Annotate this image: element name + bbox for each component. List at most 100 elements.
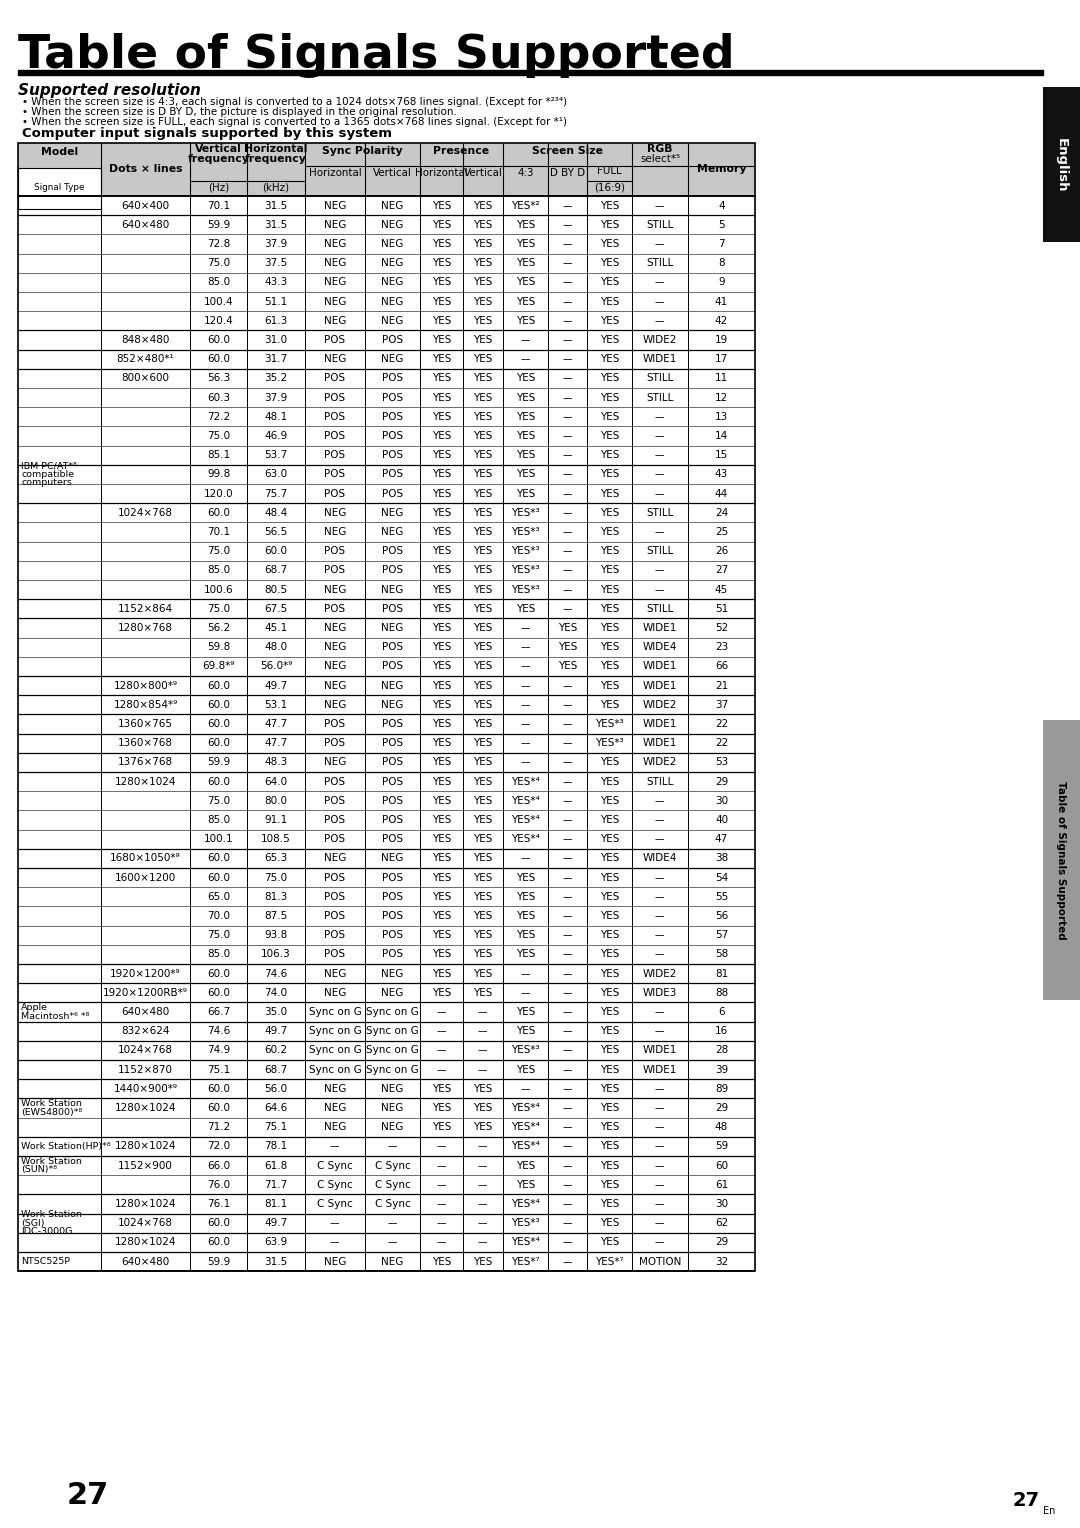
Text: Work Station: Work Station	[21, 1157, 82, 1166]
Text: NEG: NEG	[324, 700, 347, 711]
Text: 59.9: 59.9	[207, 758, 230, 767]
Text: STILL: STILL	[646, 373, 674, 384]
Text: ––: ––	[436, 1065, 447, 1074]
Text: 59.8: 59.8	[207, 642, 230, 652]
Text: 43: 43	[715, 469, 728, 480]
Text: 45.1: 45.1	[265, 623, 287, 633]
Text: YES: YES	[473, 680, 492, 691]
Text: YES*²: YES*²	[511, 200, 540, 211]
Text: YES*³: YES*³	[511, 1218, 540, 1229]
Text: 640×480: 640×480	[121, 1256, 170, 1267]
Text: YES: YES	[599, 545, 619, 556]
Text: 76.0: 76.0	[207, 1180, 230, 1190]
Text: YES: YES	[599, 527, 619, 536]
Text: (SUN)*⁸: (SUN)*⁸	[21, 1166, 57, 1175]
Text: YES: YES	[516, 489, 536, 498]
Text: Sync on G: Sync on G	[309, 1065, 362, 1074]
Text: 61.3: 61.3	[265, 316, 287, 325]
Text: ––: ––	[521, 738, 530, 749]
Text: 5: 5	[718, 220, 725, 229]
Text: Horizontal: Horizontal	[244, 144, 308, 154]
Text: 25: 25	[715, 527, 728, 536]
Text: 75.0: 75.0	[207, 796, 230, 805]
Text: 55: 55	[715, 892, 728, 902]
Text: ––: ––	[521, 335, 530, 345]
Text: NEG: NEG	[381, 354, 404, 364]
Text: 48.3: 48.3	[265, 758, 287, 767]
Text: YES: YES	[599, 1045, 619, 1056]
Text: ––: ––	[477, 1065, 488, 1074]
Text: YES: YES	[557, 662, 577, 671]
Text: YES: YES	[599, 258, 619, 269]
Text: YES*³: YES*³	[511, 1045, 540, 1056]
Text: ––: ––	[654, 565, 665, 576]
Text: 72.8: 72.8	[207, 238, 230, 249]
Text: POS: POS	[324, 413, 346, 422]
Text: 58: 58	[715, 949, 728, 960]
Text: POS: POS	[382, 931, 403, 940]
Text: 60.0: 60.0	[207, 854, 230, 863]
Text: POS: POS	[382, 758, 403, 767]
Text: 81.3: 81.3	[265, 892, 287, 902]
Text: D BY D: D BY D	[550, 168, 585, 177]
Text: ––: ––	[654, 1007, 665, 1018]
Text: 89: 89	[715, 1083, 728, 1094]
Text: NEG: NEG	[324, 296, 347, 307]
Text: YES: YES	[599, 200, 619, 211]
Text: YES: YES	[473, 969, 492, 978]
Text: POS: POS	[382, 662, 403, 671]
Text: 65.3: 65.3	[265, 854, 287, 863]
Text: NEG: NEG	[381, 507, 404, 518]
Text: YES: YES	[473, 585, 492, 594]
Text: 80.5: 80.5	[265, 585, 287, 594]
Text: 15: 15	[715, 451, 728, 460]
Text: YES*³: YES*³	[595, 720, 624, 729]
Text: ––: ––	[654, 796, 665, 805]
Text: 75.7: 75.7	[265, 489, 287, 498]
Text: 71.2: 71.2	[207, 1122, 230, 1132]
Text: 48.1: 48.1	[265, 413, 287, 422]
Text: YES: YES	[473, 220, 492, 229]
Text: 63.9: 63.9	[265, 1238, 287, 1247]
Text: POS: POS	[382, 738, 403, 749]
Text: YES: YES	[516, 931, 536, 940]
Text: NEG: NEG	[324, 278, 347, 287]
Text: YES*⁴: YES*⁴	[511, 1238, 540, 1247]
Text: 74.0: 74.0	[265, 987, 287, 998]
Text: ––: ––	[654, 200, 665, 211]
Text: ––: ––	[654, 1083, 665, 1094]
Text: Work Station(HP)*⁸: Work Station(HP)*⁸	[21, 1141, 110, 1151]
Text: ––: ––	[477, 1045, 488, 1056]
Text: ––: ––	[436, 1161, 447, 1170]
Text: POS: POS	[382, 373, 403, 384]
Text: 1152×864: 1152×864	[118, 604, 173, 614]
Text: YES: YES	[599, 278, 619, 287]
Text: 29: 29	[715, 776, 728, 787]
Text: ––: ––	[521, 720, 530, 729]
Text: YES: YES	[516, 1027, 536, 1036]
Text: ––: ––	[563, 814, 572, 825]
Text: YES: YES	[599, 623, 619, 633]
Text: ––: ––	[563, 296, 572, 307]
Text: YES: YES	[432, 931, 451, 940]
Text: POS: POS	[324, 451, 346, 460]
Text: YES: YES	[432, 451, 451, 460]
Text: Horizontal: Horizontal	[309, 168, 362, 177]
Text: 24: 24	[715, 507, 728, 518]
Text: 56.5: 56.5	[265, 527, 287, 536]
Text: YES*³: YES*³	[511, 527, 540, 536]
Text: YES: YES	[473, 834, 492, 843]
Text: NEG: NEG	[381, 296, 404, 307]
Text: 100.4: 100.4	[204, 296, 233, 307]
Text: POS: POS	[324, 469, 346, 480]
Text: ––: ––	[563, 469, 572, 480]
Text: STILL: STILL	[646, 776, 674, 787]
Text: WIDE1: WIDE1	[643, 354, 677, 364]
Text: ––: ––	[563, 545, 572, 556]
Text: Sync on G: Sync on G	[309, 1045, 362, 1056]
Text: YES: YES	[516, 1161, 536, 1170]
Text: ––: ––	[563, 758, 572, 767]
Text: POS: POS	[324, 911, 346, 921]
Text: Sync on G: Sync on G	[309, 1007, 362, 1018]
Text: ––: ––	[654, 278, 665, 287]
